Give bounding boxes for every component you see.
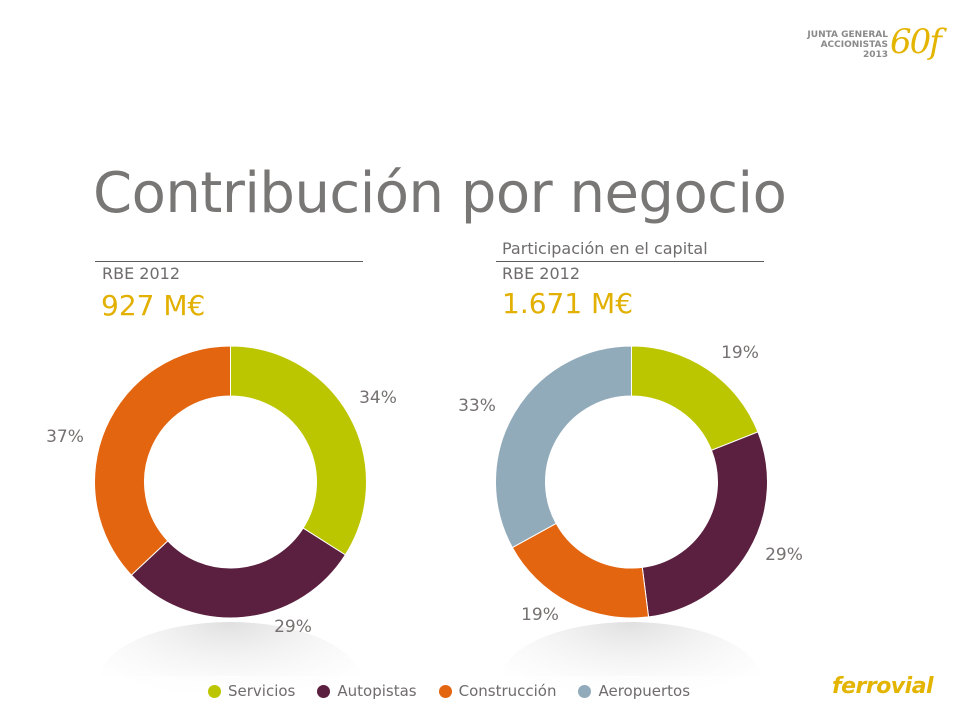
left-total: 927 M€ [101, 289, 206, 322]
donut-right: 19% 29% 19% 33% [458, 343, 803, 625]
anniversary-mark: 60f [890, 22, 942, 62]
slice-label-servicios: 34% [359, 388, 397, 408]
legend-label: Servicios [228, 682, 296, 700]
slice-label-construcción: 19% [521, 605, 559, 625]
legend-swatch [578, 684, 592, 698]
event-line-2: ACCIONISTAS [820, 40, 888, 50]
event-logo-text: JUNTA GENERAL ACCIONISTAS 2013 [806, 30, 888, 60]
left-divider [95, 261, 363, 262]
slice-label-aeropuertos: 33% [458, 396, 496, 416]
legend: Servicios Autopistas Construcción Aeropuert… [208, 681, 712, 701]
legend-item-construcción: Construcción [438, 682, 557, 700]
ferrovial-logo: ferrovial [832, 674, 934, 699]
slice-servicios [230, 345, 367, 556]
legend-label: Aeropuertos [598, 682, 691, 700]
slice-construcción [94, 345, 231, 576]
legend-swatch [438, 684, 452, 698]
event-logo: JUNTA GENERAL ACCIONISTAS 2013 60f [806, 22, 941, 68]
right-divider [496, 261, 764, 262]
event-line-1: JUNTA GENERAL [807, 30, 888, 40]
page-title: Contribución por negocio [93, 161, 787, 226]
legend-item-autopistas: Autopistas [317, 682, 417, 700]
slice-label-autopistas: 29% [274, 617, 312, 637]
donut-left: 34% 29% 37% [46, 345, 397, 637]
legend-swatch [208, 684, 221, 698]
left-subtitle: RBE 2012 [102, 264, 181, 283]
slice-label-servicios: 19% [721, 343, 759, 363]
legend-swatch [317, 684, 331, 698]
slice-autopistas [641, 431, 768, 618]
slice-aeropuertos [495, 345, 632, 549]
legend-label: Autopistas [337, 682, 417, 700]
right-total: 1.671 M€ [502, 287, 634, 320]
slice-autopistas [130, 527, 347, 619]
legend-item-servicios: Servicios [208, 682, 295, 700]
reflection-fade [0, 676, 960, 720]
right-subtitle: RBE 2012 [502, 264, 581, 283]
slice-construcción [511, 522, 650, 619]
slice-label-construcción: 37% [46, 427, 84, 447]
event-year: 2013 [862, 50, 888, 60]
right-caption: Participación en el capital [502, 239, 708, 258]
legend-label: Construcción [458, 682, 557, 700]
legend-item-aeropuertos: Aeropuertos [578, 682, 690, 700]
slice-label-autopistas: 29% [765, 545, 803, 565]
